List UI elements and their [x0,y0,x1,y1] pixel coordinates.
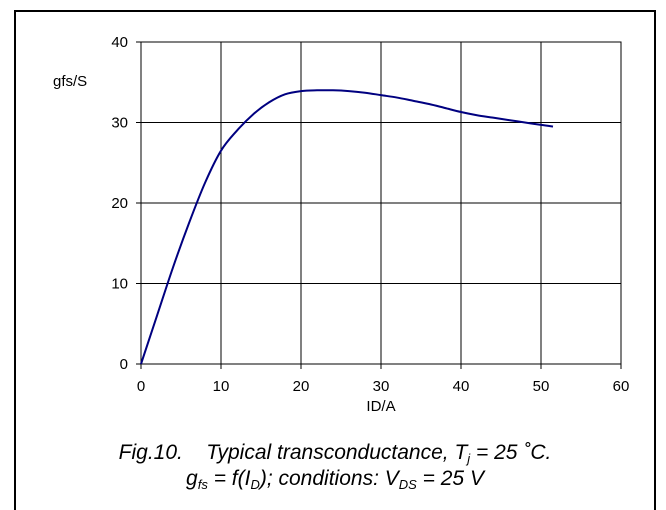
x-tick-label: 30 [373,378,390,395]
x-tick-label: 20 [293,378,310,395]
x-tick-label: 0 [137,378,145,395]
caption-equation: = f(I [214,467,251,490]
series-line-gfs [141,90,553,364]
x-tick-label: 10 [213,378,230,395]
grid [136,42,621,369]
x-tick-label: 40 [453,378,470,395]
x-axis-ticks: 0 10 20 30 40 50 60 [137,378,630,395]
x-tick-label: 50 [533,378,550,395]
caption-title: Typical transconductance, [206,441,448,464]
caption-fig-number: Fig.10. [119,441,183,464]
x-tick-label: 60 [613,378,630,395]
y-tick-label: 30 [111,115,128,132]
caption-t-value: = 25 ˚C. [476,441,551,464]
caption-conditions: ); conditions: V [260,467,399,490]
y-tick-label: 10 [111,276,128,293]
caption-v-subscript: DS [399,477,417,492]
y-tick-label: 0 [120,356,128,373]
y-axis-ticks: 0 10 20 30 40 [111,34,128,373]
x-axis-label: ID/A [366,398,395,415]
caption-t-symbol: T [454,441,467,464]
caption-g-subscript: fs [198,477,208,492]
y-tick-label: 20 [111,195,128,212]
caption-i-subscript: D [250,477,259,492]
caption-t-subscript: j [467,451,470,466]
y-tick-label: 40 [111,34,128,51]
caption-v-value: = 25 V [423,467,484,490]
caption-g-symbol: g [186,467,198,490]
caption-line-2: gfs = f(ID); conditions: VDS = 25 V [14,466,656,498]
y-axis-label: gfs/S [53,73,87,90]
series [141,90,553,364]
